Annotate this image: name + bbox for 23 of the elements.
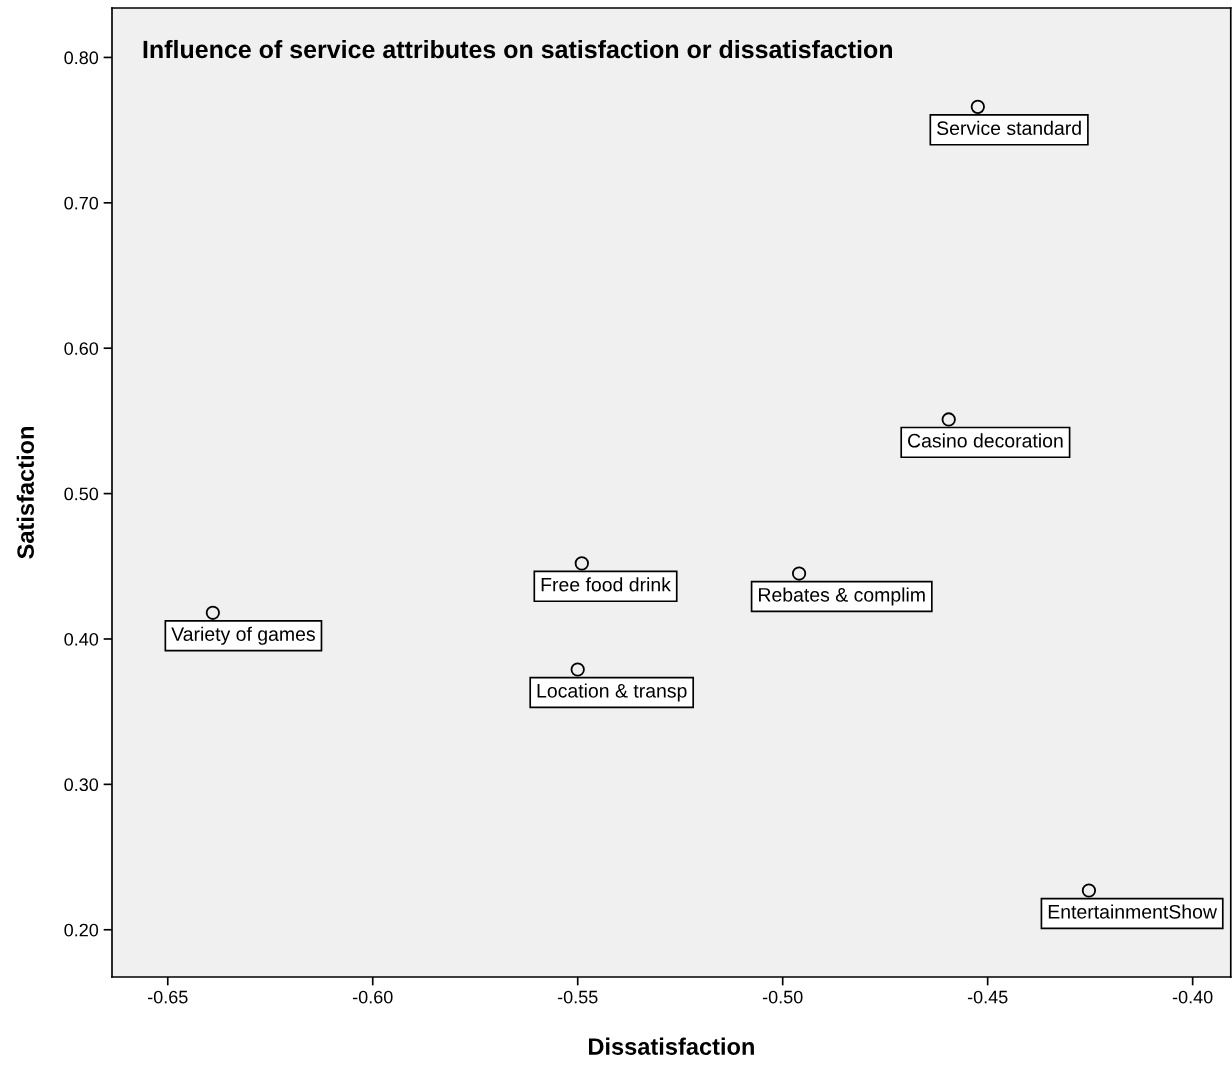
x-tick-label: -0.60 (352, 990, 393, 1004)
annotation: Rebates & complim (759, 587, 925, 606)
annotation: Free food drink (541, 577, 671, 592)
x-tick-label: -0.40 (1172, 990, 1213, 1004)
y-tick-label: 0.60 (64, 342, 99, 355)
annotation: Casino decoration (908, 433, 1063, 448)
y-tick-label: 0.20 (64, 923, 99, 937)
y-tick-label: 0.50 (64, 487, 99, 501)
y-axis-title: Satisfaction (16, 427, 34, 559)
y-tick-label: 0.40 (64, 632, 99, 646)
x-tick-label: -0.45 (967, 990, 1008, 1004)
y-tick-label: 0.70 (64, 196, 99, 210)
annotation: Variety of games (171, 626, 315, 645)
text: Influence of service attributes on satisfaction or dissatisfaction (143, 39, 892, 59)
x-axis-title: Dissatisfaction (588, 1037, 754, 1055)
annotation: EntertainmentShow (1048, 904, 1217, 919)
annotation: Service standard (937, 120, 1081, 136)
y-tick-label: 0.80 (64, 51, 99, 65)
x-tick-label: -0.50 (762, 990, 803, 1004)
y-tick-label: 0.30 (64, 778, 99, 792)
annotation: Location & transp (537, 683, 687, 702)
x-tick-label: -0.55 (557, 990, 598, 1004)
x-tick-label: -0.65 (147, 990, 188, 1004)
